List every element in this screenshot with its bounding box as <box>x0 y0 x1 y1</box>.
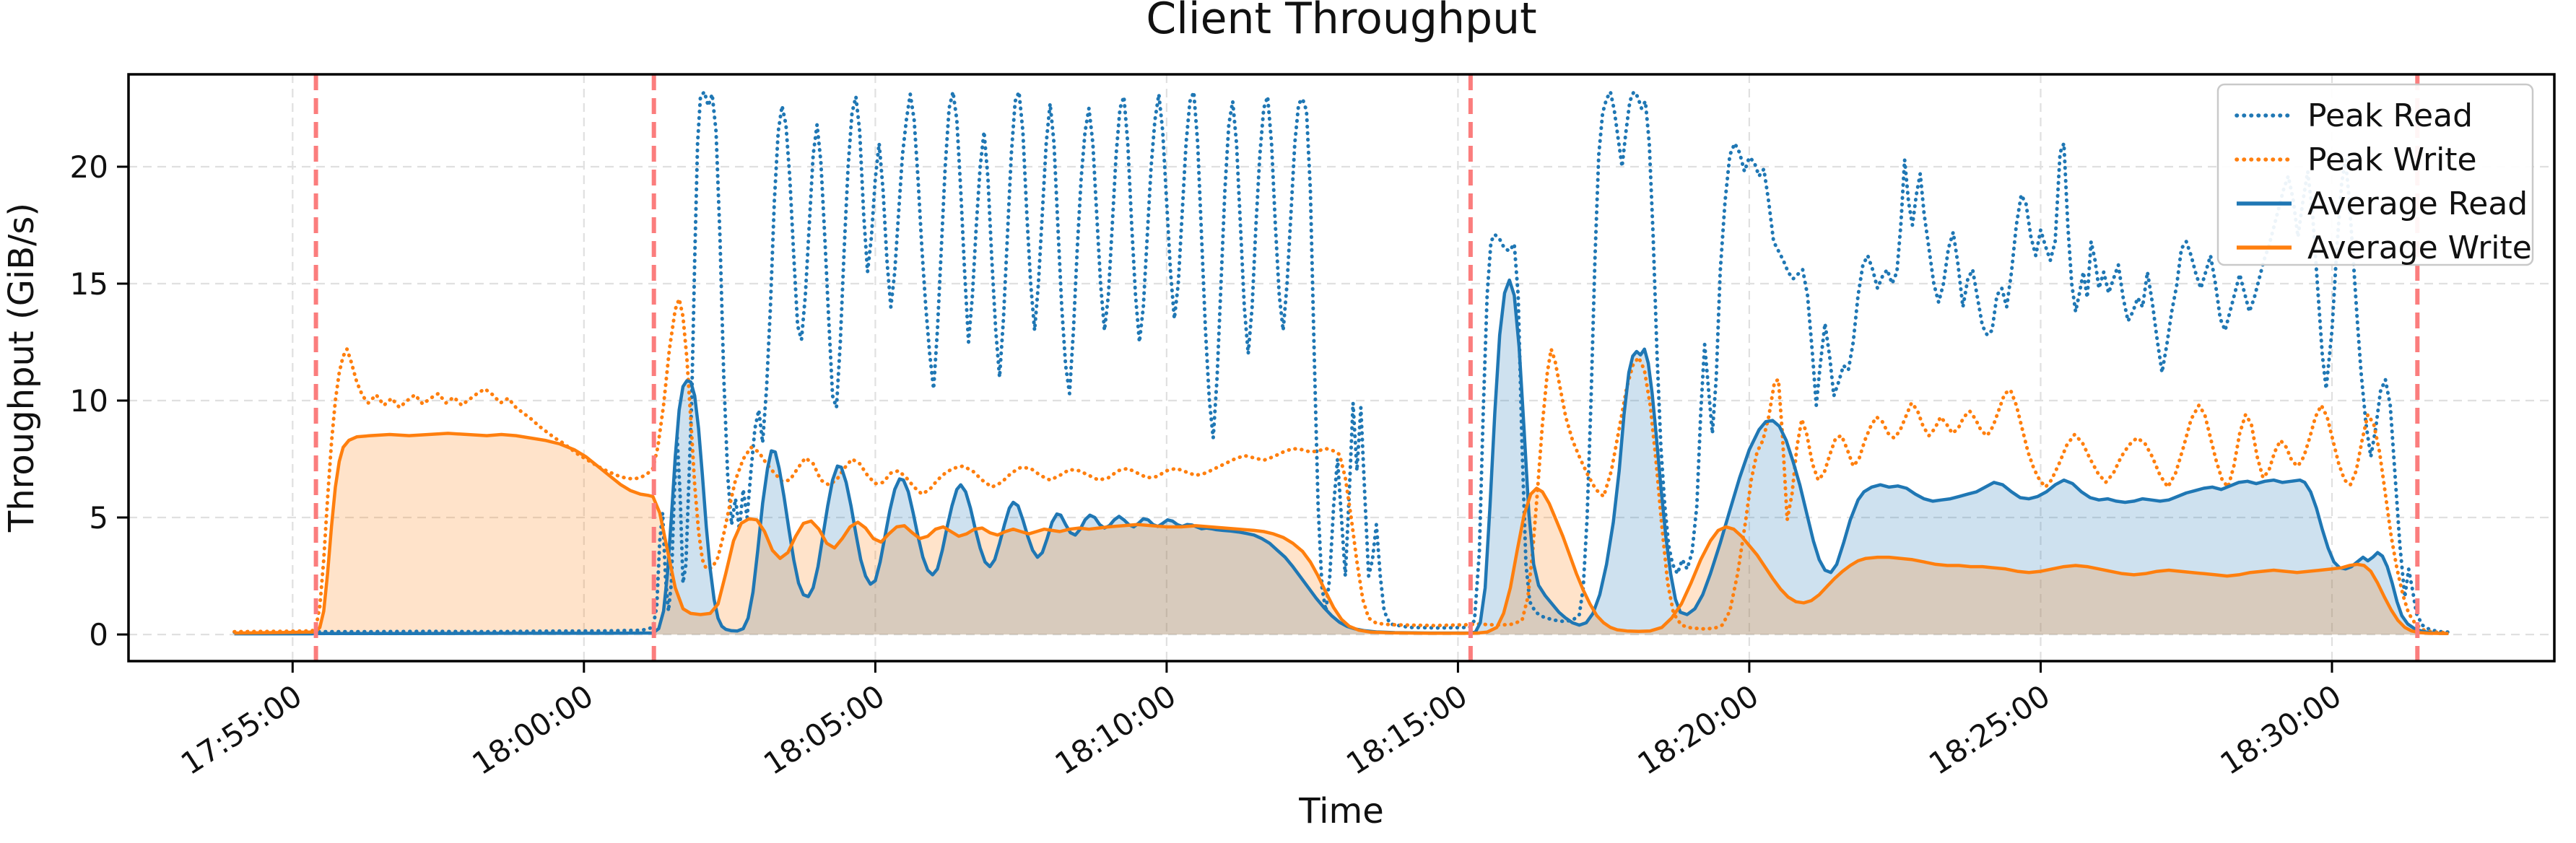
legend-label-peak-read: Peak Read <box>2307 97 2473 134</box>
chart-title: Client Throughput <box>1146 0 1536 44</box>
area-average-read <box>234 280 2449 635</box>
legend: Peak Read Peak Write Average Read Averag… <box>2216 83 2534 266</box>
x-tick-label: 17:55:00 <box>175 678 308 782</box>
legend-label-peak-write: Peak Write <box>2307 141 2477 178</box>
plot-border <box>127 73 2556 663</box>
legend-box <box>2216 83 2534 266</box>
y-tick-label: 20 <box>70 149 108 185</box>
y-tick-label: 10 <box>70 383 108 419</box>
y-tick-label: 0 <box>89 617 108 652</box>
legend-label-average-write: Average Write <box>2307 230 2532 266</box>
y-tick-label: 15 <box>70 266 108 302</box>
x-tick-label: 18:00:00 <box>466 678 599 782</box>
x-tick-label: 18:10:00 <box>1048 678 1182 782</box>
line-peak-read <box>232 89 2450 634</box>
line-peak-write <box>232 297 2450 635</box>
x-tick-label: 18:20:00 <box>1631 678 1765 782</box>
y-axis-label: Throughput (GiB/s) <box>1 203 42 533</box>
x-axis-label: Time <box>1298 791 1383 831</box>
area-average-write <box>234 433 2449 635</box>
x-tick-label: 18:05:00 <box>757 678 891 782</box>
y-tick-label: 5 <box>89 500 108 536</box>
line-average-write <box>234 432 2449 636</box>
plot-area: 0 5 10 15 20 17:55:00 18:00:00 18:05:00 18:10:00… <box>70 74 2554 782</box>
x-tick-label: 18:30:00 <box>2214 678 2348 782</box>
x-tick-label: 18:15:00 <box>1340 678 1474 782</box>
legend-label-average-read: Average Read <box>2307 185 2528 222</box>
x-tick-label: 18:25:00 <box>1923 678 2056 782</box>
